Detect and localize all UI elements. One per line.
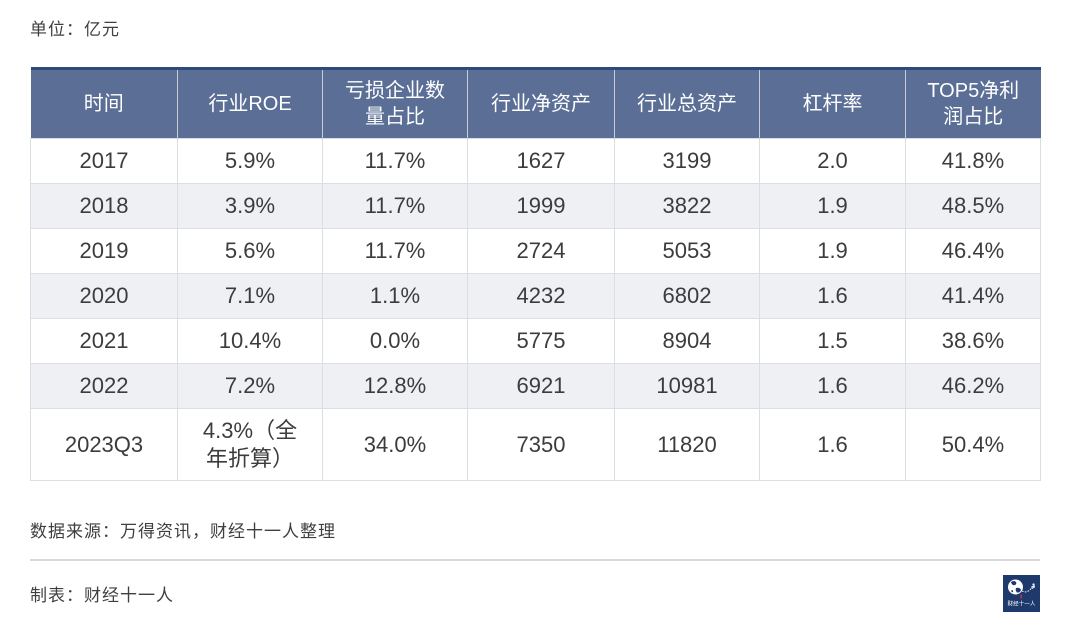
table-cell: 38.6% <box>905 318 1041 364</box>
table-cell: 7.1% <box>177 273 323 319</box>
table-row: 2021 10.4% 0.0% 5775 8904 1.5 38.6% <box>30 318 1041 364</box>
table-row: 2017 5.9% 11.7% 1627 3199 2.0 41.8% <box>30 138 1041 184</box>
table-cell: 2022 <box>30 363 178 409</box>
table-row: 2019 5.6% 11.7% 2724 5053 1.9 46.4% <box>30 228 1041 274</box>
logo-text: 财经十一人 <box>1008 600 1036 608</box>
unit-label: 单位：亿元 <box>30 20 120 39</box>
source-note: 数据来源：万得资讯，财经十一人整理 <box>30 522 336 541</box>
table-cell: 3199 <box>614 138 760 184</box>
table-row: 2018 3.9% 11.7% 1999 3822 1.9 48.5% <box>30 183 1041 229</box>
table-cell: 1.6 <box>759 363 906 409</box>
table-row: 2022 7.2% 12.8% 6921 10981 1.6 46.2% <box>30 363 1041 409</box>
column-header: 杠杆率 <box>759 68 906 139</box>
table-cell: 4232 <box>467 273 615 319</box>
credit-row: 制表：财经十一人 财经十一人 <box>30 575 1040 612</box>
table-cell: 1.9 <box>759 228 906 274</box>
table-cell: 46.2% <box>905 363 1041 409</box>
table-row: 2023Q3 4.3%（全年折算） 34.0% 7350 11820 1.6 50.4% <box>30 408 1041 481</box>
table-cell: 48.5% <box>905 183 1041 229</box>
table-cell: 2017 <box>30 138 178 184</box>
table-cell: 1.6 <box>759 273 906 319</box>
table-header: 时间 行业ROE 亏损企业数量占比 行业净资产 行业总资产 杠杆率 TOP5净利润占比 <box>30 68 1041 139</box>
column-header: 行业ROE <box>177 68 323 139</box>
table-cell: 8904 <box>614 318 760 364</box>
logo-red-mark <box>1020 594 1022 599</box>
flight-path-icon <box>1021 586 1033 593</box>
table-cell: 10.4% <box>177 318 323 364</box>
table-cell: 7350 <box>467 408 615 481</box>
column-header: 亏损企业数量占比 <box>322 68 468 139</box>
table-cell: 5.6% <box>177 228 323 274</box>
table-cell: 46.4% <box>905 228 1041 274</box>
table-cell: 34.0% <box>322 408 468 481</box>
table-row: 2020 7.1% 1.1% 4232 6802 1.6 41.4% <box>30 273 1041 319</box>
table-cell: 2021 <box>30 318 178 364</box>
page: 单位：亿元 时间 行业ROE 亏损企业数量占比 行业净资产 行业总资产 杠杆率 TOP5净利… <box>30 20 1041 612</box>
logo-background <box>1003 575 1040 612</box>
table-cell: 5.9% <box>177 138 323 184</box>
table-cell: 41.8% <box>905 138 1041 184</box>
data-table: 时间 行业ROE 亏损企业数量占比 行业净资产 行业总资产 杠杆率 TOP5净利润占比 20… <box>30 67 1041 481</box>
table-cell: 50.4% <box>905 408 1041 481</box>
header-row: 时间 行业ROE 亏损企业数量占比 行业净资产 行业总资产 杠杆率 TOP5净利润占比 <box>30 68 1041 139</box>
table-cell: 2020 <box>30 273 178 319</box>
table-cell: 2018 <box>30 183 178 229</box>
table-cell: 2019 <box>30 228 178 274</box>
table-cell: 2.0 <box>759 138 906 184</box>
table-cell: 11820 <box>614 408 760 481</box>
column-header: 行业净资产 <box>467 68 615 139</box>
table-cell: 5775 <box>467 318 615 364</box>
table-cell: 2724 <box>467 228 615 274</box>
table-cell: 12.8% <box>322 363 468 409</box>
table-cell: 1.5 <box>759 318 906 364</box>
table-cell: 3.9% <box>177 183 323 229</box>
table-cell: 4.3%（全年折算） <box>177 408 323 481</box>
publisher-logo-caijing-eleven: 财经十一人 <box>1003 575 1040 612</box>
table-cell: 1627 <box>467 138 615 184</box>
table-cell: 2023Q3 <box>30 408 178 481</box>
table-cell: 6921 <box>467 363 615 409</box>
flying-person-icon <box>1031 583 1035 589</box>
column-header: 行业总资产 <box>614 68 760 139</box>
table-cell: 10981 <box>614 363 760 409</box>
credit-note: 制表：财经十一人 <box>30 586 174 605</box>
table-cell: 41.4% <box>905 273 1041 319</box>
table-cell: 11.7% <box>322 138 468 184</box>
table-cell: 1999 <box>467 183 615 229</box>
column-header: 时间 <box>30 68 178 139</box>
table-cell: 0.0% <box>322 318 468 364</box>
table-cell: 6802 <box>614 273 760 319</box>
table-cell: 7.2% <box>177 363 323 409</box>
table-body: 2017 5.9% 11.7% 1627 3199 2.0 41.8% 2018 3.9% 11.… <box>30 138 1041 481</box>
divider-line <box>30 559 1040 561</box>
table-cell: 3822 <box>614 183 760 229</box>
table-cell: 11.7% <box>322 228 468 274</box>
globe-icon <box>1008 579 1023 595</box>
table-cell: 1.1% <box>322 273 468 319</box>
table-cell: 1.9 <box>759 183 906 229</box>
table-cell: 11.7% <box>322 183 468 229</box>
column-header: TOP5净利润占比 <box>905 68 1041 139</box>
table-cell: 5053 <box>614 228 760 274</box>
table-cell: 1.6 <box>759 408 906 481</box>
